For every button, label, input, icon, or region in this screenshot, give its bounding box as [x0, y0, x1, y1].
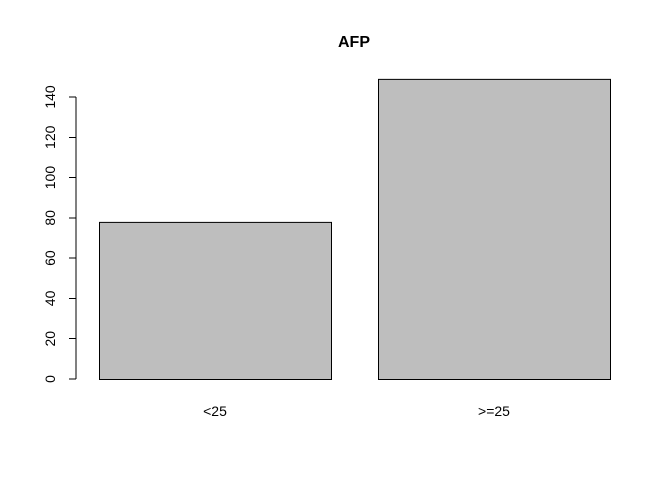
chart-title: AFP: [338, 34, 370, 51]
y-axis: 0 20 40 60 80 100 120 140: [42, 85, 77, 383]
x-axis-labels: <25 >=25: [203, 403, 510, 419]
bar: [378, 78, 611, 380]
x-category-label: <25: [203, 403, 227, 419]
bars-group: [99, 78, 611, 380]
y-tick-label: 60: [42, 250, 58, 266]
y-tick-label: 100: [42, 166, 58, 190]
y-tick-label: 20: [42, 331, 58, 347]
y-tick-label: 80: [42, 210, 58, 226]
y-tick-label: 140: [42, 85, 58, 109]
y-tick-label: 120: [42, 125, 58, 149]
y-tick-label: 40: [42, 290, 58, 306]
x-category-label: >=25: [478, 403, 510, 419]
y-tick-label: 0: [42, 375, 58, 383]
bar: [99, 221, 332, 380]
